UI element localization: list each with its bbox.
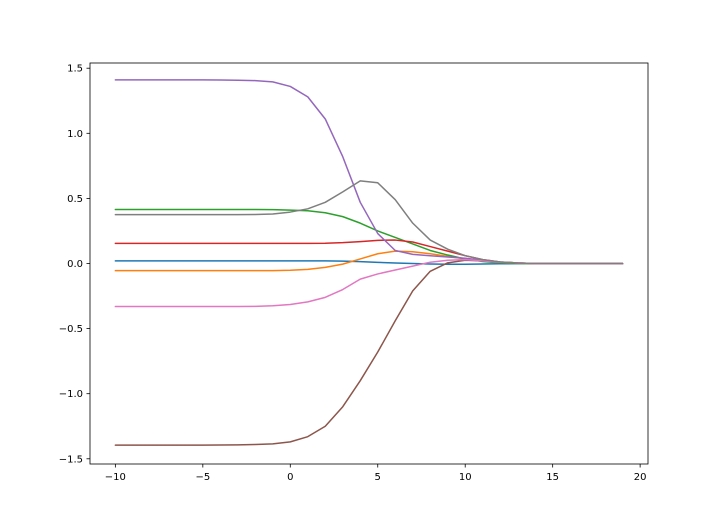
x-tick-label: 20 bbox=[634, 472, 647, 483]
x-tick-label: 5 bbox=[375, 472, 381, 483]
y-tick-label: 1.5 bbox=[67, 64, 83, 75]
y-tick-label: −0.5 bbox=[59, 324, 83, 335]
y-tick-label: 0.0 bbox=[67, 259, 83, 270]
y-tick-label: −1.0 bbox=[59, 389, 83, 400]
y-tick-label: −1.5 bbox=[59, 454, 83, 465]
x-axis-ticks: −10 −5 0 5 10 15 20 bbox=[105, 464, 647, 483]
y-tick-label: 1.0 bbox=[67, 129, 83, 140]
x-tick-label: −5 bbox=[195, 472, 210, 483]
x-tick-label: 15 bbox=[546, 472, 559, 483]
x-tick-label: 10 bbox=[459, 472, 472, 483]
series-layer bbox=[114, 79, 624, 446]
y-tick-label: 0.5 bbox=[67, 194, 83, 205]
series-line-8 bbox=[114, 180, 624, 265]
y-axis-ticks: −1.5 −1.0 −0.5 0.0 0.5 1.0 1.5 bbox=[59, 64, 90, 465]
x-tick-label: −10 bbox=[105, 472, 126, 483]
x-tick-label: 0 bbox=[287, 472, 293, 483]
